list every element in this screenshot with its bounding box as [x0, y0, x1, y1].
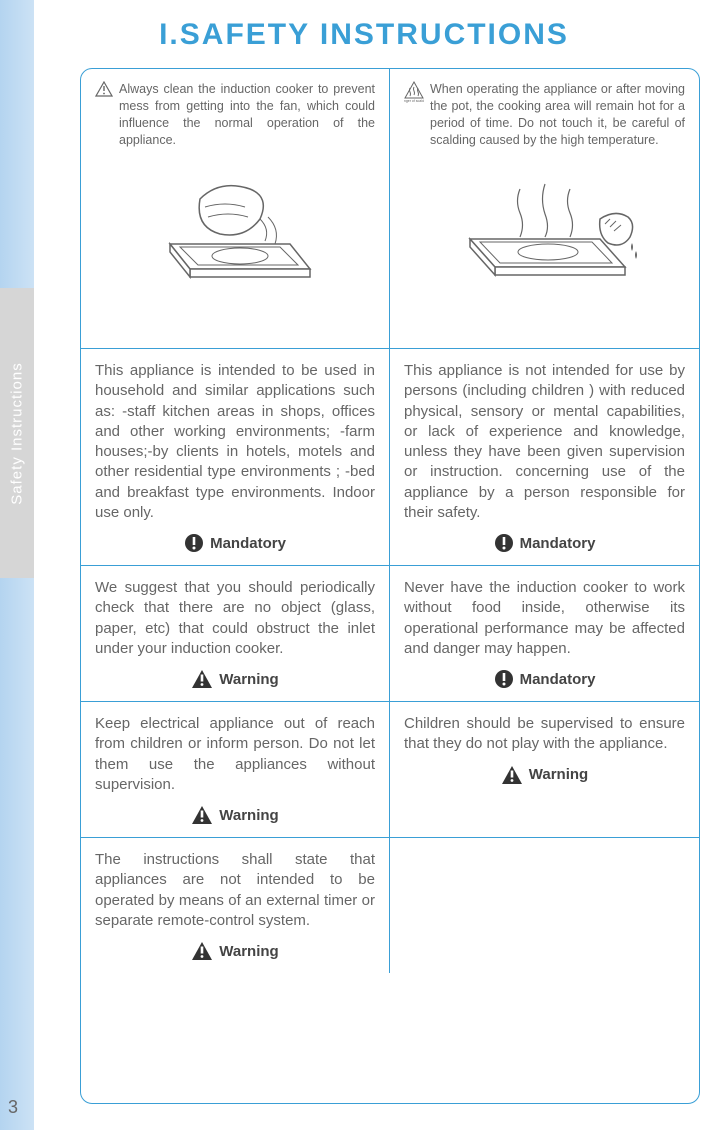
side-tab: Safety Instructions [0, 288, 34, 578]
row-1: Always clean the induction cooker to pre… [81, 69, 699, 349]
text-r4c2: Children should be supervised to ensure … [404, 714, 685, 755]
label-warning: Warning [219, 671, 278, 688]
cell-r3c1: We suggest that you should periodically … [81, 566, 390, 701]
cell-r5c1: The instructions shall state that applia… [81, 838, 390, 973]
cell-r4c1: Keep electrical appliance out of reach f… [81, 702, 390, 837]
cell-r5c2-empty [390, 838, 699, 973]
label-warning: Warning [219, 807, 278, 824]
side-tab-label: Safety Instructions [9, 362, 26, 504]
text-r2c2: This appliance is not intended for use b… [404, 361, 685, 523]
cell-r3c2: Never have the induction cooker to work … [390, 566, 699, 701]
illustration-clean [95, 159, 375, 289]
warning-icon [191, 941, 213, 961]
svg-text:Danger of scalding: Danger of scalding [404, 99, 424, 103]
page-title: I.SAFETY INSTRUCTIONS [0, 18, 728, 52]
label-warning: Warning [529, 766, 588, 783]
page-number: 3 [8, 1097, 18, 1118]
mandatory-icon [184, 533, 204, 553]
caution-triangle-icon [95, 81, 113, 97]
label-mandatory: Mandatory [520, 535, 596, 552]
row-2: This appliance is intended to be used in… [81, 349, 699, 566]
mandatory-icon [494, 669, 514, 689]
text-r3c2: Never have the induction cooker to work … [404, 578, 685, 659]
cell-r2c2: This appliance is not intended for use b… [390, 349, 699, 565]
row-5: The instructions shall state that applia… [81, 838, 699, 973]
instructions-frame: Always clean the induction cooker to pre… [80, 68, 700, 1104]
warning-icon [191, 805, 213, 825]
text-r1c1: Always clean the induction cooker to pre… [119, 81, 375, 149]
label-warning: Warning [219, 943, 278, 960]
cell-r1c1: Always clean the induction cooker to pre… [81, 69, 390, 348]
text-r1c2: When operating the appliance or after mo… [430, 81, 685, 149]
text-r3c1: We suggest that you should periodically … [95, 578, 375, 659]
row-4: Keep electrical appliance out of reach f… [81, 702, 699, 838]
cell-r4c2: Children should be supervised to ensure … [390, 702, 699, 837]
cell-r2c1: This appliance is intended to be used in… [81, 349, 390, 565]
label-mandatory: Mandatory [210, 535, 286, 552]
mandatory-icon [494, 533, 514, 553]
text-r5c1: The instructions shall state that applia… [95, 850, 375, 931]
text-r4c1: Keep electrical appliance out of reach f… [95, 714, 375, 795]
warning-icon [191, 669, 213, 689]
cell-r1c2: Danger of scalding When operating the ap… [390, 69, 699, 348]
illustration-hot [404, 159, 685, 289]
label-mandatory: Mandatory [520, 671, 596, 688]
row-3: We suggest that you should periodically … [81, 566, 699, 702]
hot-surface-icon: Danger of scalding [404, 81, 424, 103]
text-r2c1: This appliance is intended to be used in… [95, 361, 375, 523]
warning-icon [501, 765, 523, 785]
